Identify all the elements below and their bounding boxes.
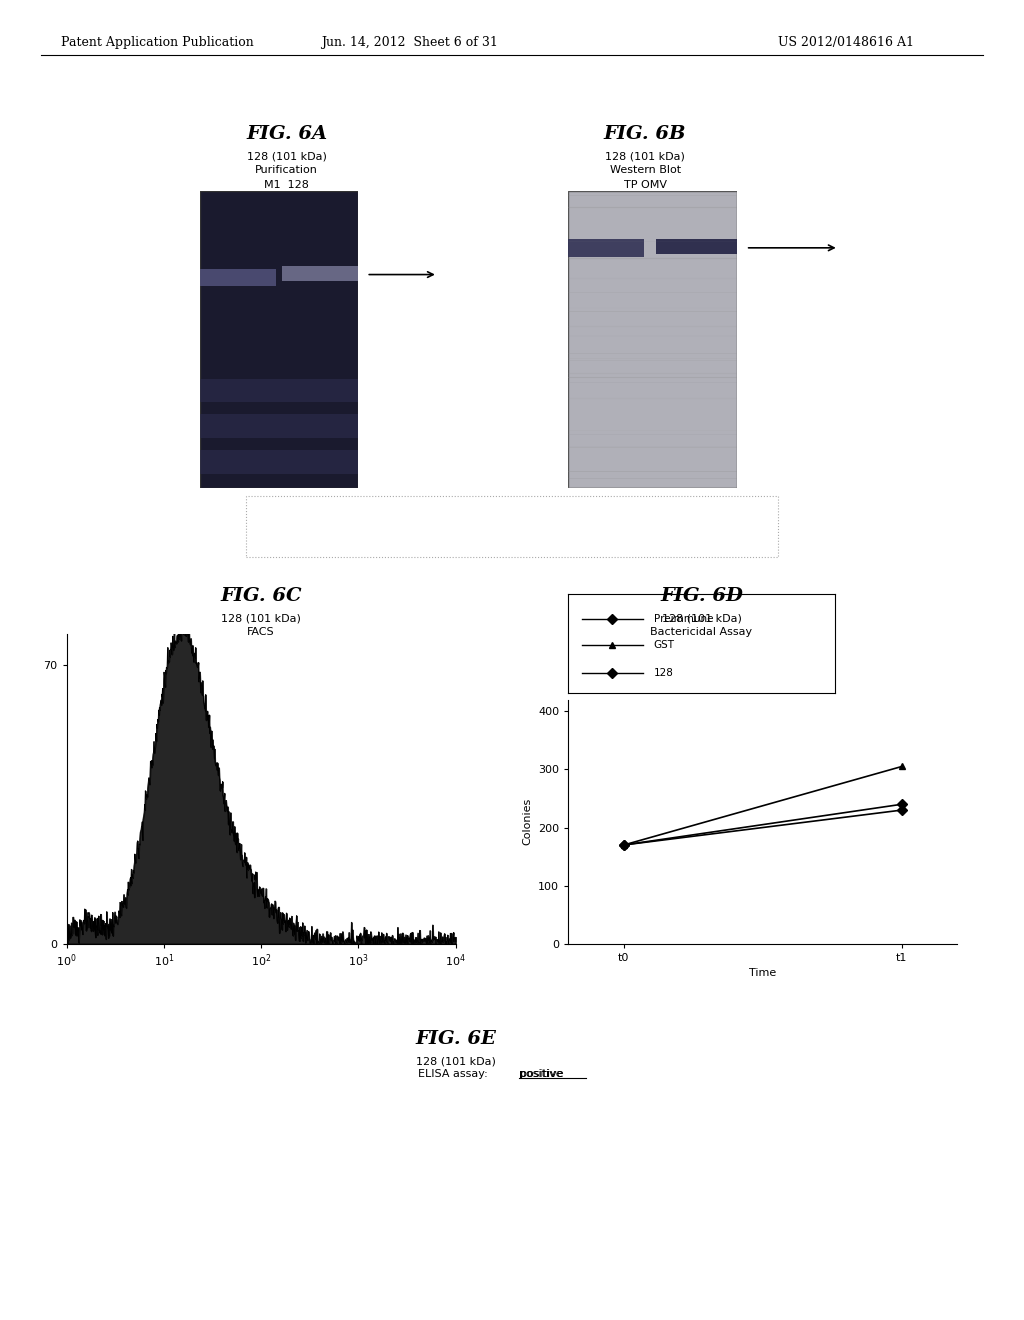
Bar [200, 414, 358, 438]
Bar [656, 239, 737, 253]
Text: M1  128: M1 128 [264, 180, 309, 190]
Text: FIG. 6D: FIG. 6D [660, 587, 742, 606]
Text: FACS: FACS [248, 627, 274, 638]
Text: 128: 128 [653, 668, 674, 678]
Text: FIG. 6E: FIG. 6E [416, 1030, 496, 1048]
Text: 128 (101 kDa): 128 (101 kDa) [605, 152, 685, 162]
Text: FIG. 6B: FIG. 6B [604, 125, 686, 144]
Bar [283, 265, 358, 281]
Text: Preimmune: Preimmune [653, 614, 713, 624]
Bar [200, 379, 358, 403]
Y-axis label: Colonies: Colonies [522, 799, 532, 845]
Text: 128 (101 kDa): 128 (101 kDa) [416, 1056, 496, 1067]
Text: Patent Application Publication: Patent Application Publication [61, 36, 254, 49]
Text: 128 (101 kDa): 128 (101 kDa) [247, 152, 327, 162]
Text: positive: positive [520, 1069, 564, 1080]
Text: 128 (101 kDa): 128 (101 kDa) [662, 614, 741, 624]
Text: Jun. 14, 2012  Sheet 6 of 31: Jun. 14, 2012 Sheet 6 of 31 [322, 36, 498, 49]
Text: FIG. 6A: FIG. 6A [246, 125, 328, 144]
Bar [568, 239, 644, 256]
Text: positive: positive [519, 1069, 563, 1080]
Text: Western Blot: Western Blot [609, 165, 681, 176]
Text: TP OMV: TP OMV [624, 180, 667, 190]
X-axis label: Time: Time [750, 969, 776, 978]
Text: FIG. 6C: FIG. 6C [220, 587, 302, 606]
Bar [200, 269, 275, 286]
Text: ELISA assay:: ELISA assay: [418, 1069, 492, 1080]
Text: GST: GST [653, 640, 675, 651]
Text: US 2012/0148616 A1: US 2012/0148616 A1 [778, 36, 914, 49]
Bar [200, 450, 358, 474]
Text: Purification: Purification [255, 165, 318, 176]
Text: 128 (101 kDa): 128 (101 kDa) [221, 614, 301, 624]
Text: Bactericidal Assay: Bactericidal Assay [650, 627, 753, 638]
